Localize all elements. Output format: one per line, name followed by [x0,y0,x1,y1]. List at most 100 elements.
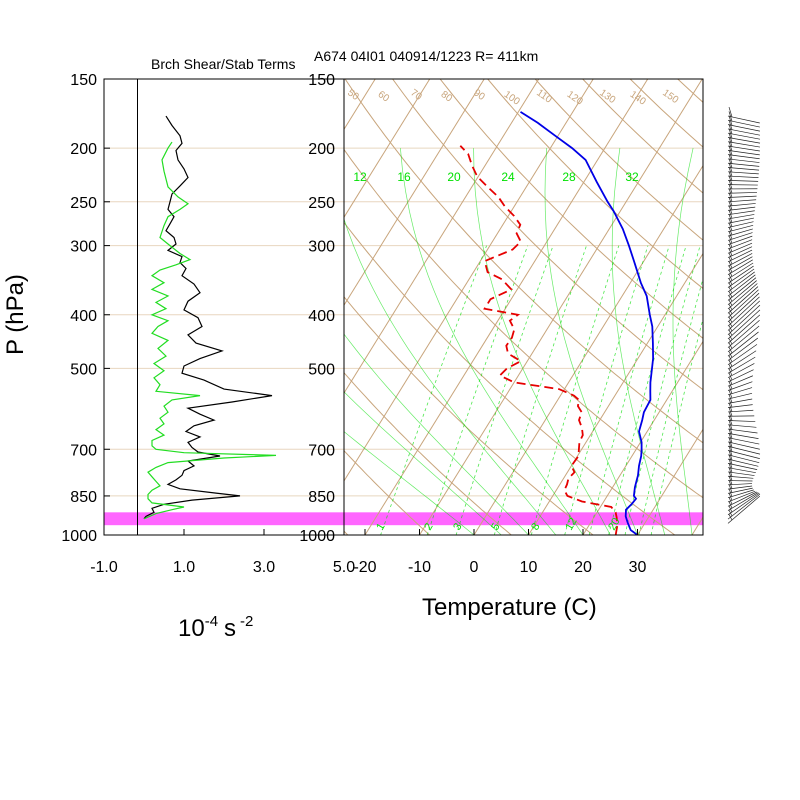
wind-barb-flag [728,115,733,126]
wind-barb-staff [727,128,761,136]
isotherm-label: 120 [565,89,585,108]
wind-barb-staff [727,162,760,167]
wind-barb-staff [727,483,753,486]
wind-barb-staff [727,210,755,216]
wind-barb-flag [728,458,733,469]
wind-barb-flag [728,291,733,298]
wind-barb-flag [728,368,733,376]
wind-barb-staff [727,450,760,459]
wind-barb-staff [727,214,755,220]
wind-barb-flag [728,218,733,227]
skewt-y-tick-label: 850 [308,489,335,506]
wind-barb-flag [728,205,733,215]
wind-barb-staff [727,224,754,233]
dry-adiabat-line [344,79,703,444]
wind-barb-flag [728,501,733,509]
wind-barb-flag [728,128,733,139]
moist-adiabat-line [611,148,666,535]
x-axis-label-temperature: Temperature (C) [422,594,597,621]
wind-barb-flag [728,256,733,265]
left-y-tick-labels: 150 200 250 300 400 500 700 850 1000 [61,72,110,545]
wind-barb-flag [728,222,733,231]
wind-barb-staff [727,485,753,490]
wind-barb-flag [728,188,733,198]
mixing-label-bottom: 3 [451,521,464,532]
dry-adiabat-line [534,79,703,241]
wind-barb-flag [728,214,733,223]
isotherm-label: 150 [660,87,680,106]
wind-barb-flag [728,449,733,461]
skewt-x-tick-label: 0 [470,559,479,576]
wind-barb-staff [727,320,760,348]
wind-barb-flag [728,321,733,327]
left-y-tick-label: 200 [70,141,97,158]
wind-barb-flag [728,196,733,206]
wind-barb-staff [727,154,760,160]
wind-barb-flag [728,342,733,349]
wind-barb-staff [727,167,760,171]
skewt-y-tick-label: 500 [308,361,335,378]
wind-barb-flag [728,235,733,244]
wind-barb-flag [728,316,733,323]
wind-barb-flag [728,424,733,435]
wind-barb-staff [727,344,758,366]
units-exp: -4 [205,613,218,630]
wind-barb-staff [727,286,759,314]
wind-barb-staff [727,158,760,163]
dry-adiabat-line [487,79,703,290]
wind-barb-staff [727,314,761,344]
wind-barb-staff [727,433,759,439]
wind-barb-flag [728,432,733,443]
moist-adiabat-line [344,431,475,535]
left-panel-title: Brch Shear/Stab Terms [151,56,295,72]
wind-barb-flag [728,398,733,408]
wind-barb-staff [727,409,754,413]
wind-barb-flag [728,347,733,354]
wind-barb-staff [727,239,753,250]
wind-barb-flag [728,124,733,135]
wind-barb-flag [728,411,733,421]
mixing-ratio-line [380,245,487,535]
left-y-tick-label: 850 [70,489,97,506]
wind-barb-staff [727,363,755,378]
moist-adiabat-line [400,148,584,535]
wind-barb-flag [728,175,733,185]
wind-barb-staff [727,206,756,211]
isotherm-line [0,79,212,535]
wind-barb-staff [727,420,756,422]
wind-barb-staff [727,467,756,474]
wind-barb-staff [727,387,753,396]
wind-barb-flag [728,514,733,521]
dry-adiabat-line [344,530,349,535]
wind-barb-flag [728,106,733,118]
isotherm-line [419,79,703,535]
wind-barb-staff [727,337,759,361]
stability-profile-line [143,141,277,520]
left-highlight-band [104,512,344,526]
wind-barb-staff [727,375,754,387]
mixing-label-top: 16 [397,170,411,184]
wind-barb-flag [728,364,733,372]
wind-barb-flag [728,295,733,302]
left-y-tick-label: 250 [70,195,97,212]
skewt-x-tick-label: 20 [574,559,592,576]
wind-barb-flag [728,252,733,261]
wind-barb-staff [727,475,754,479]
wind-barb-flag [728,278,733,285]
isotherm-line [344,79,540,395]
wind-barb-flag [728,484,733,493]
wind-barb-flag [728,261,733,269]
wind-barb-flag [728,372,733,381]
wind-barb-flag [728,158,733,168]
skewt-x-tick-labels: -20 -10 0 10 20 30 [353,529,647,576]
wind-barb-staff [727,381,753,391]
isotherm-line [637,428,703,535]
wind-barbs [727,106,761,524]
wind-barb-flag [728,467,733,477]
left-panel-series [143,115,277,520]
wind-barb-flag [728,201,733,211]
wind-barb-flag [728,505,733,513]
wind-barb-staff [727,454,760,464]
sounding-profiles [459,111,655,535]
dewpoint-profile-line [459,145,619,535]
